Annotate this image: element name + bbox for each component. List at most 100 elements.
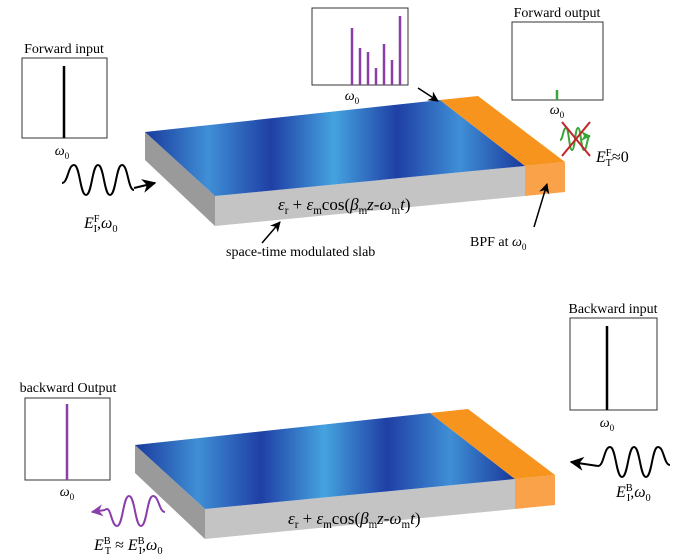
math-part: ω: [600, 416, 610, 431]
math-part: T: [606, 158, 613, 169]
bpf-label: BPF at ω0: [470, 235, 527, 252]
math-part: B: [138, 536, 145, 547]
math-part: ): [415, 509, 421, 528]
slab-side: [145, 132, 215, 226]
output-spectrum-box: [511, 21, 604, 101]
math-part: E: [93, 537, 104, 554]
pointer: [417, 87, 439, 102]
math-part: I: [139, 546, 143, 557]
math-part: m: [391, 205, 400, 217]
filter-top: [440, 96, 565, 166]
math-part: ω: [634, 484, 645, 501]
math-part: m: [369, 519, 378, 531]
slab-side: [135, 445, 205, 539]
math-part: 0: [645, 493, 650, 504]
math-part: ω: [512, 235, 522, 250]
math-part: β: [359, 509, 369, 528]
blocked-mark: [561, 121, 591, 157]
math-part: I: [627, 493, 631, 504]
math-part: E: [615, 484, 626, 501]
math-part: m: [401, 519, 410, 531]
math-part: t: [410, 509, 416, 528]
math-part: z: [376, 509, 384, 528]
math-part: B: [104, 536, 111, 547]
math-part: ε: [306, 195, 313, 214]
math-part: z: [366, 195, 374, 214]
slab-top-face: [145, 100, 525, 196]
math-part: -: [384, 509, 390, 528]
slab-front: [205, 479, 515, 539]
slab-front: [215, 166, 525, 226]
math-part: 0: [157, 546, 162, 557]
math-part: ε: [288, 509, 295, 528]
math-part: ω: [379, 195, 391, 214]
math-part: ,: [97, 215, 101, 232]
math-part: I: [94, 224, 98, 235]
math-part: E: [595, 149, 606, 166]
math-part: ω: [55, 144, 65, 159]
formula: εr + εmcos(βmz-ωmt): [288, 509, 420, 531]
harmonics: [350, 16, 402, 85]
math-part: m: [313, 205, 322, 217]
freq-label: ω0: [550, 103, 565, 120]
math-part: 0: [610, 423, 615, 433]
math-part: 0: [560, 110, 565, 120]
math-part: ,: [630, 484, 634, 501]
bpf-pointer: [533, 182, 550, 228]
math-part: t: [400, 195, 406, 214]
math-part: ω: [146, 537, 157, 554]
output-title: backward Output: [20, 381, 117, 396]
filter-front: [515, 475, 555, 509]
math-part: ω: [550, 103, 560, 118]
math-part: B: [626, 483, 633, 494]
slab-label: space-time modulated slab: [226, 245, 375, 260]
output-field: EB T ≈ EB I,ω0: [93, 536, 163, 557]
math-part: F: [606, 148, 612, 159]
math-part: β: [349, 195, 359, 214]
output-field: EF T≈0: [595, 148, 629, 169]
math-part: ω: [60, 485, 70, 500]
freq-label: ω0: [600, 416, 615, 433]
math-part: ε: [316, 509, 323, 528]
math-part: -: [374, 195, 380, 214]
math-part: ≈: [111, 537, 128, 554]
input-spectrum-box: [569, 317, 658, 411]
math-part: cos(: [332, 509, 361, 528]
math-part: +: [288, 195, 306, 214]
math-part: ε: [278, 195, 285, 214]
output-title: Forward output: [514, 6, 601, 21]
math-part: m: [323, 519, 332, 531]
output-wave: [104, 494, 166, 528]
slab-top: [145, 96, 565, 226]
math-part: 0: [522, 242, 527, 252]
math-part: +: [298, 509, 316, 528]
math-part: ω: [389, 509, 401, 528]
math-part: F: [94, 214, 100, 225]
math-part: ≈0: [612, 149, 629, 166]
math-part: T: [105, 546, 112, 557]
input-wave: [61, 163, 135, 197]
input-wave: [597, 445, 671, 479]
freq-label: ω0: [55, 144, 70, 161]
filter-front: [525, 162, 565, 196]
math-part: 0: [65, 151, 70, 161]
input-title: Forward input: [24, 42, 104, 57]
freq-label: ω0: [60, 485, 75, 502]
slab-top-face: [135, 413, 515, 509]
input-field: EB I,ω0: [615, 483, 651, 504]
filter-top: [430, 409, 555, 479]
math-part: 0: [70, 492, 75, 502]
math-part: ω: [101, 215, 112, 232]
output-arrow: [90, 504, 106, 517]
math-part: 0: [112, 224, 117, 235]
math-part: m: [359, 205, 368, 217]
math-part: r: [285, 205, 289, 217]
math-part: BPF at: [470, 235, 512, 250]
math-part: ): [405, 195, 411, 214]
math-part: ω: [345, 89, 355, 104]
input-arrow: [569, 456, 599, 471]
math-part: cos(: [322, 195, 351, 214]
input-title: Backward input: [568, 302, 657, 317]
input-field: EF I,ω0: [83, 214, 118, 235]
